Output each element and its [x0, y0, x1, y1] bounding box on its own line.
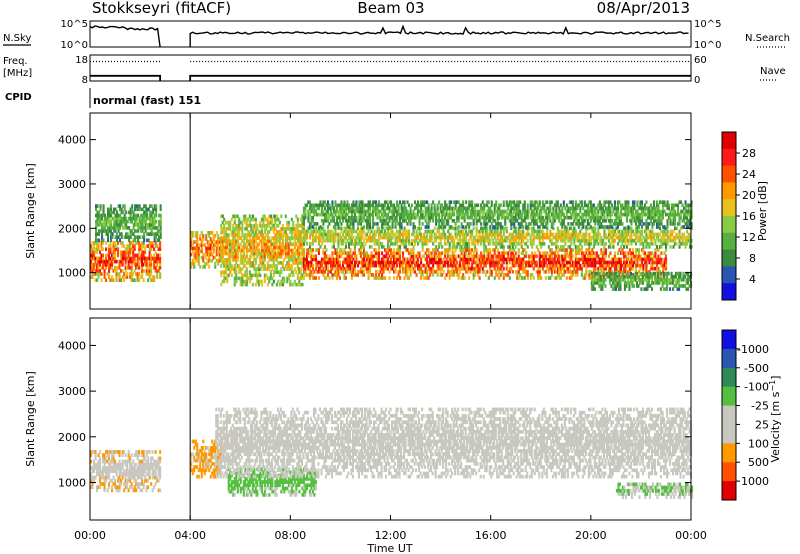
x-tick-label: 00:00: [74, 529, 106, 542]
nave-label: Nave: [760, 66, 786, 77]
freq-tick-high: 18: [75, 55, 88, 66]
heat-band: [215, 407, 693, 479]
colorbar-tick-label: 12: [742, 231, 756, 244]
heat-band: [95, 204, 162, 243]
nave-tick-high: 60: [694, 55, 707, 66]
heat-band: [590, 271, 693, 291]
power-colorbar-label: Power [dB]: [756, 181, 769, 241]
freq-line: [90, 74, 691, 81]
station-title: Stokkseyri (fitACF): [92, 0, 231, 17]
x-tick-label: 12:00: [375, 529, 407, 542]
nave-tick-low: 0: [694, 75, 700, 86]
velocity-colorbar-label: Velocity [m s−1]: [768, 376, 782, 463]
heat-band: [90, 450, 162, 493]
heat-band: [220, 214, 305, 287]
heat-band: [90, 241, 162, 282]
noise-right-tick-high: 10^5: [694, 19, 721, 30]
velocity-heatmap: [90, 318, 694, 520]
noise-panel: N.Sky 10^5 10^0 10^5 10^0 N.Search: [3, 19, 790, 51]
velocity-y-axis-label: Slant Range [km]: [24, 371, 37, 467]
power-heatmap: [90, 113, 693, 309]
date-title: 08/Apr/2013: [597, 0, 690, 17]
colorbar-tick-label: -1000: [737, 343, 769, 356]
noise-left-tick-low: 10^0: [61, 40, 88, 51]
colorbar-tick-label: -500: [744, 362, 769, 375]
velocity-y-tick-label: 4000: [58, 339, 86, 352]
heat-band: [302, 200, 693, 229]
colorbar-tick-label: 28: [742, 147, 756, 160]
heat-band: [302, 226, 693, 249]
x-tick-label: 08:00: [274, 529, 306, 542]
freq-unit-label: [MHz]: [3, 68, 32, 79]
freq-panel: Freq. [MHz] 18 8 60 0 Nave: [3, 54, 786, 86]
freq-label: Freq.: [3, 56, 28, 67]
x-tick-label: 16:00: [475, 529, 507, 542]
beam-title: Beam 03: [357, 0, 424, 17]
power-y-tick-label: 2000: [58, 222, 86, 235]
power-panel: 1000 2000 3000 4000 Slant Range [km] 4 8 12 16…: [24, 112, 769, 310]
colorbar-tick-label: 24: [742, 168, 756, 181]
x-axis-ticks: 00:00 04:00 08:00 12:00 16:00 20:00 00:00: [74, 113, 707, 542]
velocity-y-tick-label: 3000: [58, 385, 86, 398]
velocity-panel: 1000 2000 3000 4000 Slant Range [km] 1000 50…: [24, 317, 782, 521]
heat-band: [190, 231, 223, 269]
cpid-value: normal (fast) 151: [93, 94, 201, 107]
x-tick-label: 20:00: [575, 529, 607, 542]
colorbar-tick-label: 1000: [741, 475, 769, 488]
noise-left-tick-high: 10^5: [61, 19, 88, 30]
heat-band: [302, 248, 668, 280]
colorbar-tick-label: -100: [744, 381, 769, 394]
x-axis-label: Time UT: [366, 542, 412, 554]
colorbar-tick-label: 100: [748, 437, 769, 450]
noise-sky-label: N.Sky: [3, 33, 31, 44]
colorbar-tick-label: -25: [751, 400, 769, 413]
x-tick-label: 04:00: [174, 529, 206, 542]
noise-sky-line: [89, 24, 689, 48]
colorbar-tick-label: 20: [742, 189, 756, 202]
x-tick-label: 00:00: [675, 529, 707, 542]
colorbar-tick-label: 500: [748, 456, 769, 469]
power-y-tick-label: 1000: [58, 267, 86, 280]
colorbar-tick-label: 8: [749, 252, 756, 265]
power-colorbar: 4 8 12 16 20 24 28: [721, 131, 756, 301]
freq-tick-low: 8: [82, 75, 88, 86]
velocity-y-tick-label: 1000: [58, 477, 86, 490]
power-y-tick-label: 3000: [58, 178, 86, 191]
velocity-y-tick-label: 2000: [58, 431, 86, 444]
velocity-colorbar: 1000 500 100 25 -25 -100 -500 -1000: [721, 329, 769, 501]
colorbar-tick-label: 25: [755, 418, 769, 431]
colorbar-tick-label: 16: [742, 210, 756, 223]
power-y-tick-label: 4000: [58, 134, 86, 147]
noise-search-label: N.Search: [745, 33, 790, 44]
noise-right-tick-low: 10^0: [694, 40, 721, 51]
heat-band: [615, 482, 694, 499]
power-y-axis-label: Slant Range [km]: [24, 163, 37, 259]
cpid-label: CPID: [5, 92, 32, 103]
colorbar-tick-label: 4: [749, 273, 756, 286]
